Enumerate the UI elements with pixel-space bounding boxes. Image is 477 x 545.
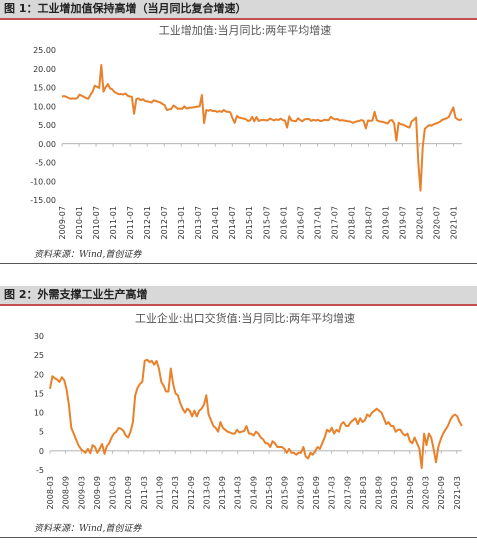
chart-1-ytick-label: 10.00 (33, 102, 56, 111)
chart-2-xtick-label: 2015-09 (281, 476, 290, 509)
chart-2-ytick-label: 5 (39, 428, 44, 437)
chart-2-xtick-label: 2015-03 (265, 476, 274, 509)
chart-2-xtick-label: 2020-03 (421, 476, 430, 509)
chart-1-ytick-label: -5.00 (35, 159, 56, 168)
chart-2-xtick-label: 2016-03 (296, 476, 305, 509)
chart-1-xtick-label: 2019-01 (381, 206, 390, 239)
chart-2-xtick-label: 2009-03 (77, 476, 86, 509)
chart-2-xtick-label: 2014-03 (234, 476, 243, 509)
chart-1-xtick-label: 2015-07 (262, 206, 271, 239)
chart-1-ytick-label: -10.00 (30, 177, 56, 186)
figure-2-bottom-rule (0, 537, 477, 538)
chart-2-xtick-label: 2018-03 (359, 476, 368, 509)
chart-1-xtick-label: 2018-01 (347, 206, 356, 239)
chart-2-xtick-label: 2011-09 (156, 476, 165, 509)
chart-2-xtick-label: 2016-09 (312, 476, 321, 509)
chart-1-ytick-label: 15.00 (33, 84, 56, 93)
chart-1-xtick-label: 2017-01 (313, 206, 322, 239)
chart-2-xtick-label: 2013-03 (202, 476, 211, 509)
chart-2: 工业企业:出口交货值:当月同比:两年平均增速 -5 0 5 10 15 20 25 30 200… (34, 311, 463, 509)
chart-2-xtick-label: 2011-03 (140, 476, 149, 509)
chart-1-xtick-label: 2012-07 (160, 206, 169, 239)
chart-2-xtick-label: 2008-03 (46, 476, 55, 509)
chart-1: 工业增加值:当月同比:两年平均增速 -15.00 -10.00 -5.00 0.00 5… (30, 23, 463, 239)
chart-2-ytick-label: 10 (34, 409, 44, 418)
chart-1-series-line (61, 64, 463, 192)
figure-2-source: 资料来源：Wind,首创证券 (34, 524, 142, 534)
figure-1-bottom-rule (0, 263, 477, 264)
chart-1-xtick-label: 2016-07 (296, 206, 305, 239)
figure-1-source: 资料来源：Wind,首创证券 (34, 250, 142, 260)
chart-2-xtick-label: 2009-09 (93, 476, 102, 509)
chart-1-xtick-label: 2020-01 (415, 206, 424, 239)
chart-1-xtick-label: 2011-07 (126, 206, 135, 239)
chart-2-ytick-label: -5 (36, 466, 44, 475)
chart-2-xtick-label: 2019-03 (390, 476, 399, 509)
chart-1-xtick-label: 2014-01 (211, 206, 220, 239)
chart-1-ytick-label: 25.00 (33, 46, 56, 55)
chart-1-xtick-label: 2020-07 (432, 206, 441, 239)
chart-1-ytick-label: 0.00 (38, 140, 56, 149)
figure-2-header: 图 2：外需支撑工业生产高增 (0, 286, 477, 304)
figure-1-header-rule (0, 18, 477, 20)
chart-2-ytick-label: 25 (34, 351, 44, 360)
chart-2-xtick-label: 2010-03 (109, 476, 118, 509)
chart-1-xtick-label: 2009-07 (58, 206, 67, 239)
chart-1-xtick-label: 2015-01 (245, 206, 254, 239)
chart-1-xtick-label: 2019-07 (398, 206, 407, 239)
chart-1-xtick-label: 2018-07 (364, 206, 373, 239)
chart-1-xtick-label: 2013-01 (177, 206, 186, 239)
chart-1-xtick-label: 2013-07 (194, 206, 203, 239)
chart-2-xtick-label: 2012-03 (171, 476, 180, 509)
chart-2-ytick-label: 20 (34, 370, 44, 379)
chart-1-xtick-label: 2016-01 (279, 206, 288, 239)
chart-2-xtick-label: 2019-09 (406, 476, 415, 509)
chart-1-xtick-label: 2011-01 (109, 206, 118, 239)
chart-1-xtick-label: 2017-07 (330, 206, 339, 239)
chart-1-xtick-label: 2021-01 (449, 206, 458, 239)
chart-1-xtick-label: 2010-01 (75, 206, 84, 239)
chart-1-ytick-label: 5.00 (38, 121, 56, 130)
chart-2-xtick-label: 2010-09 (124, 476, 133, 509)
chart-2-xtick-label: 2013-09 (218, 476, 227, 509)
chart-2-xtick-label: 2008-09 (62, 476, 71, 509)
chart-1-title: 工业增加值:当月同比:两年平均增速 (159, 23, 331, 37)
chart-2-ytick-label: 15 (34, 389, 44, 398)
figure-1-header: 图 1：工业增加值保持高增（当月同比复合增速） (0, 0, 477, 18)
chart-2-ytick-label: 30 (34, 332, 44, 341)
figure-2-header-rule (0, 304, 477, 306)
chart-1-xtick-label: 2012-01 (143, 206, 152, 239)
chart-1-ytick-label: -15.00 (30, 196, 56, 205)
chart-1-xtick-label: 2010-07 (92, 206, 101, 239)
chart-1-ytick-label: 20.00 (33, 65, 56, 74)
chart-2-ytick-label: 0 (39, 447, 44, 456)
chart-1-xtick-label: 2014-07 (228, 206, 237, 239)
chart-2-xtick-label: 2018-09 (375, 476, 384, 509)
chart-2-xtick-label: 2012-09 (187, 476, 196, 509)
chart-2-title: 工业企业:出口交货值:当月同比:两年平均增速 (135, 311, 355, 325)
chart-2-xtick-label: 2020-09 (437, 476, 446, 509)
chart-2-xtick-label: 2017-03 (328, 476, 337, 509)
chart-2-xtick-label: 2014-09 (249, 476, 258, 509)
chart-2-series-line (49, 358, 463, 470)
chart-2-xtick-label: 2021-03 (453, 476, 462, 509)
chart-2-xtick-label: 2017-09 (343, 476, 352, 509)
